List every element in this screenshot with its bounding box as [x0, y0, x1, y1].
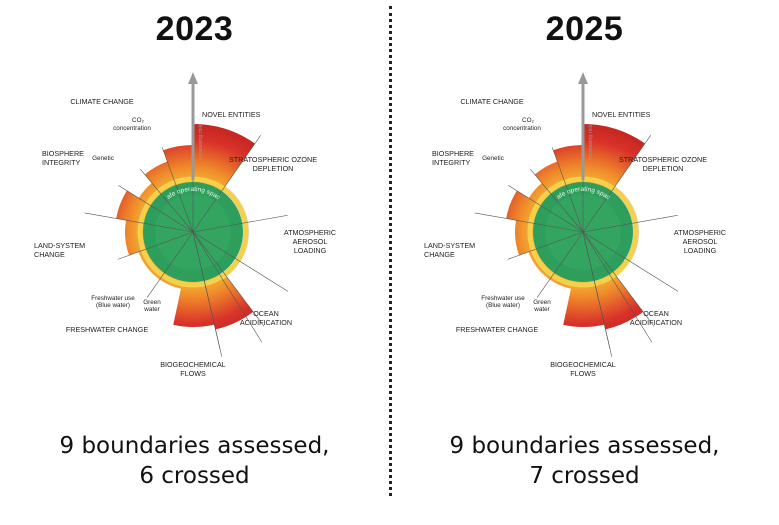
sector-divider — [582, 231, 653, 343]
label-atmospheric-1: ATMOSPHERIC — [284, 228, 336, 237]
sector-divider — [192, 231, 263, 343]
label-green-2: water — [533, 306, 549, 313]
label-functional: Functional — [467, 190, 496, 197]
label-land-2: CHANGE — [34, 250, 65, 259]
label-atmospheric-2: AEROSOL — [683, 237, 718, 246]
panel-2025: 2025 Increasing riskSafe operating space… — [390, 0, 779, 525]
label-freshwater-change: FRESHWATER CHANGE — [66, 325, 148, 334]
sector-divider — [551, 147, 584, 233]
label-ocean-1: OCEAN — [643, 309, 669, 318]
label-n: N — [600, 337, 605, 344]
label-biogeo-2: FLOWS — [570, 369, 596, 378]
sector-divider — [117, 231, 194, 260]
year-title: 2023 — [155, 10, 234, 48]
panel-2023: 2023 Increasing riskSafe operating space… — [0, 0, 389, 525]
sector-divider — [582, 135, 651, 233]
sector-divider — [582, 215, 678, 233]
label-blue-2: (Blue water) — [486, 302, 520, 309]
label-genetic: Genetic — [92, 155, 114, 162]
sector-divider — [536, 231, 584, 298]
label-stratospheric-2: DEPLETION — [643, 164, 684, 173]
caption-crossed: 7 crossed — [529, 463, 640, 489]
label-land-2: CHANGE — [424, 250, 455, 259]
sector-divider — [582, 231, 679, 292]
label-biosphere-2: INTEGRITY — [42, 158, 81, 167]
label-atmospheric-3: LOADING — [294, 246, 327, 255]
label-freshwater-change: FRESHWATER CHANGE — [456, 325, 538, 334]
increasing-risk-label: Increasing risk — [588, 124, 594, 160]
sector-divider — [192, 135, 261, 233]
label-p: P — [564, 331, 568, 338]
label-co2-2: concentration — [113, 125, 151, 132]
label-biosphere-1: BIOSPHERE — [432, 149, 474, 158]
label-co2-1: CO₂ — [522, 117, 534, 124]
sector-divider — [140, 168, 194, 233]
sector-divider — [508, 185, 584, 233]
label-climate-change: CLIMATE CHANGE — [70, 97, 134, 106]
sector-divider — [118, 185, 194, 233]
sector-divider — [192, 231, 289, 292]
sector-divider — [146, 231, 194, 298]
sector-divider — [474, 212, 584, 233]
dotted-divider — [389, 6, 392, 496]
label-biosphere-1: BIOSPHERE — [42, 149, 84, 158]
risk-arrowhead — [188, 72, 198, 84]
label-ocean-2: ACIDIFICATION — [240, 318, 292, 327]
label-novel-entities: NOVEL ENTITIES — [592, 110, 651, 119]
label-atmospheric-2: AEROSOL — [293, 237, 328, 246]
label-blue-2: (Blue water) — [96, 302, 130, 309]
label-genetic: Genetic — [482, 155, 504, 162]
year-title: 2025 — [545, 10, 624, 48]
sector-divider — [192, 231, 265, 327]
sector-divider — [582, 231, 655, 327]
label-blue-1: Freshwater use — [481, 295, 525, 302]
sector-divider — [582, 231, 611, 349]
sector-divider — [161, 147, 194, 233]
sector-divider — [530, 168, 584, 233]
label-atmospheric-1: ATMOSPHERIC — [674, 228, 726, 237]
label-stratospheric-1: STRATOSPHERIC OZONE — [229, 155, 317, 164]
planetary-boundaries-diagram: Increasing riskSafe operating spaceCLIMA… — [0, 60, 336, 378]
label-ocean-1: OCEAN — [253, 309, 279, 318]
label-biosphere-2: INTEGRITY — [432, 158, 471, 167]
label-radiative-1: Radiative — [162, 117, 189, 124]
label-radiative-2: forcing — [166, 124, 185, 131]
label-green-2: water — [143, 306, 159, 313]
label-atmospheric-3: LOADING — [684, 246, 717, 255]
label-ocean-2: ACIDIFICATION — [630, 318, 682, 327]
label-functional: Functional — [77, 190, 106, 197]
sector-divider — [192, 231, 221, 349]
label-p: P — [174, 331, 178, 338]
caption-assessed: 9 boundaries assessed, — [59, 433, 330, 459]
label-green-1: Green — [143, 299, 161, 306]
label-stratospheric-2: DEPLETION — [253, 164, 294, 173]
caption-assessed: 9 boundaries assessed, — [449, 433, 720, 459]
increasing-risk-label: Increasing risk — [198, 124, 204, 160]
sector-divider — [192, 215, 288, 233]
sector-divider — [84, 212, 194, 233]
label-radiative-1: Radiative — [552, 117, 579, 124]
planetary-boundaries-diagram: Increasing riskSafe operating spaceCLIMA… — [390, 60, 726, 378]
caption-crossed: 6 crossed — [139, 463, 250, 489]
label-climate-change: CLIMATE CHANGE — [460, 97, 524, 106]
label-biogeo-1: BIOGEOCHEMICAL — [550, 360, 616, 369]
risk-arrowhead — [578, 72, 588, 84]
label-land-1: LAND-SYSTEM — [424, 241, 475, 250]
label-n: N — [210, 337, 215, 344]
label-biogeo-1: BIOGEOCHEMICAL — [160, 360, 226, 369]
sector-divider — [507, 231, 584, 260]
label-green-1: Green — [533, 299, 551, 306]
label-biogeo-2: FLOWS — [180, 369, 206, 378]
label-land-1: LAND-SYSTEM — [34, 241, 85, 250]
label-novel-entities: NOVEL ENTITIES — [202, 110, 261, 119]
label-radiative-2: forcing — [556, 124, 575, 131]
label-blue-1: Freshwater use — [91, 295, 135, 302]
label-co2-1: CO₂ — [132, 117, 144, 124]
label-stratospheric-1: STRATOSPHERIC OZONE — [619, 155, 707, 164]
label-co2-2: concentration — [503, 125, 541, 132]
